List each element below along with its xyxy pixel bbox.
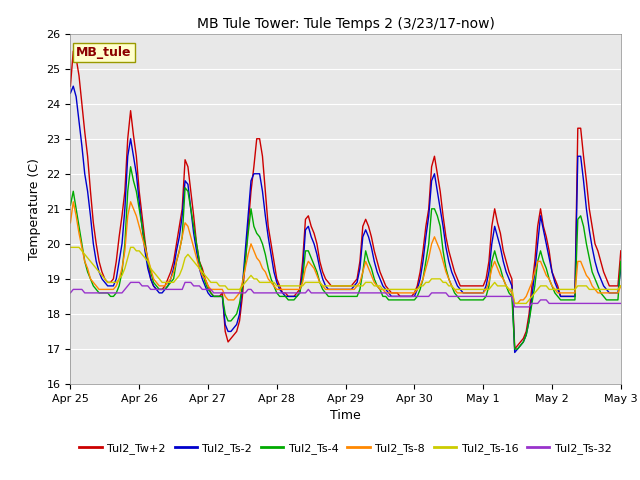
- X-axis label: Time: Time: [330, 409, 361, 422]
- Y-axis label: Temperature (C): Temperature (C): [28, 158, 41, 260]
- Title: MB Tule Tower: Tule Temps 2 (3/23/17-now): MB Tule Tower: Tule Temps 2 (3/23/17-now…: [196, 17, 495, 31]
- Legend: Tul2_Tw+2, Tul2_Ts-2, Tul2_Ts-4, Tul2_Ts-8, Tul2_Ts-16, Tul2_Ts-32: Tul2_Tw+2, Tul2_Ts-2, Tul2_Ts-4, Tul2_Ts…: [75, 439, 616, 458]
- Text: MB_tule: MB_tule: [76, 46, 131, 59]
